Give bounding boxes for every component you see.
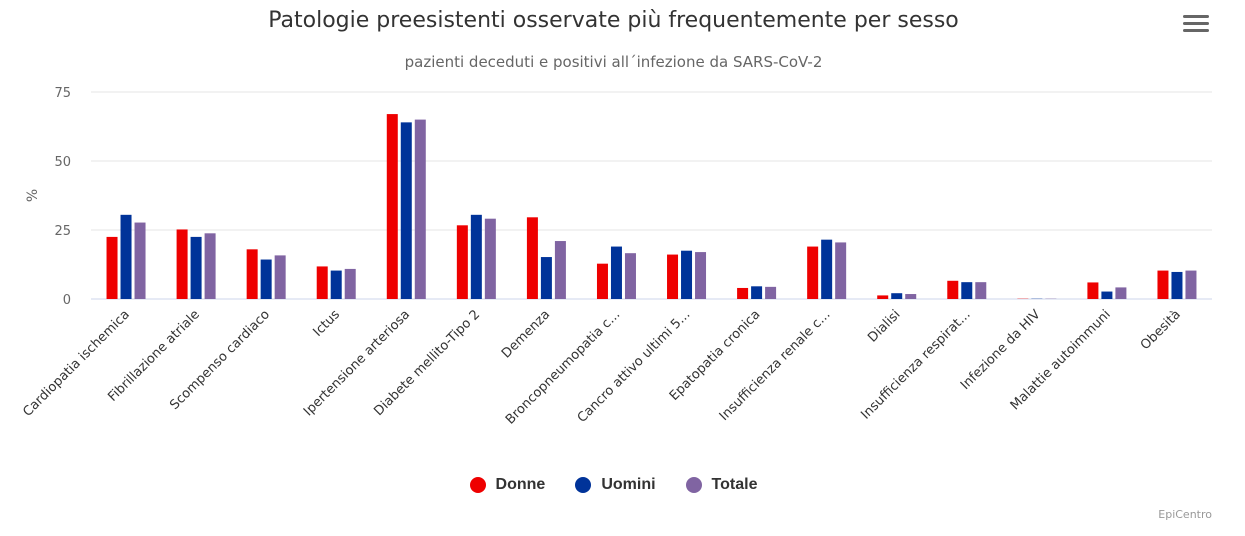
- bar-donne: [1087, 282, 1099, 299]
- bar-totale: [975, 282, 987, 299]
- y-tick-label: 0: [63, 293, 71, 308]
- bar-uomini: [120, 214, 132, 299]
- bar-totale: [765, 286, 777, 299]
- bar-uomini: [330, 270, 342, 299]
- chart-legend: Donne Uomini Totale: [0, 476, 1227, 494]
- bar-uomini: [1101, 291, 1113, 299]
- legend-label-uomini: Uomini: [601, 476, 656, 493]
- bar-totale: [835, 242, 847, 299]
- bar-donne: [596, 263, 608, 299]
- hamburger-menu-icon[interactable]: [1183, 15, 1209, 37]
- bar-donne: [526, 217, 538, 299]
- credits-link[interactable]: EpiCentro: [1158, 508, 1212, 521]
- legend-marker-totale: [685, 477, 702, 493]
- bar-donne: [807, 246, 819, 299]
- bar-uomini: [681, 250, 693, 299]
- bar-totale: [695, 252, 707, 299]
- menu-line: [1183, 22, 1209, 25]
- bar-uomini: [1171, 271, 1183, 299]
- bar-uomini: [751, 286, 763, 299]
- bar-uomini: [260, 259, 272, 299]
- bar-uomini: [821, 239, 833, 299]
- x-tick-label: Demenza: [499, 307, 553, 361]
- chart-title: Patologie preesistenti osservate più fre…: [268, 8, 959, 33]
- bar-donne: [667, 254, 679, 299]
- bar-donne: [106, 236, 118, 299]
- bar-donne: [947, 280, 959, 299]
- bar-uomini: [540, 257, 552, 299]
- x-tick-label: Dialisi: [865, 307, 903, 345]
- bar-uomini: [190, 236, 202, 299]
- bar-totale: [1185, 270, 1197, 299]
- x-tick-label: Obesità: [1138, 307, 1184, 353]
- bar-donne: [316, 266, 328, 299]
- bar-donne: [877, 295, 889, 299]
- bar-donne: [246, 249, 258, 299]
- bar-uomini: [610, 246, 622, 299]
- y-tick-label: 50: [54, 155, 71, 170]
- bar-donne: [456, 225, 468, 299]
- bar-uomini: [470, 214, 482, 299]
- menu-line: [1183, 29, 1209, 32]
- y-axis-title: %: [25, 189, 41, 202]
- x-tick-label: Broncopneumopatia c...: [503, 307, 623, 427]
- legend-item-totale[interactable]: Totale: [685, 476, 758, 494]
- legend-item-donne[interactable]: Donne: [469, 476, 546, 494]
- bar-totale: [414, 119, 426, 299]
- bar-donne: [386, 114, 398, 299]
- bar-totale: [204, 233, 216, 299]
- legend-label-totale: Totale: [711, 476, 758, 493]
- x-tick-label: Ictus: [310, 307, 343, 340]
- bar-totale: [274, 255, 286, 299]
- legend-marker-uomini: [575, 477, 592, 493]
- chart-subtitle: pazienti deceduti e positivi all´infezio…: [404, 53, 823, 71]
- bar-uomini: [891, 293, 903, 299]
- bar-totale: [134, 222, 146, 299]
- bar-donne: [1157, 270, 1169, 299]
- x-tick-label: Cancro attivo ultimi 5...: [575, 307, 694, 426]
- bar-donne: [737, 287, 749, 299]
- bar-totale: [624, 253, 636, 299]
- bar-totale: [1115, 287, 1127, 299]
- legend-item-uomini[interactable]: Uomini: [575, 476, 656, 494]
- bar-uomini: [400, 122, 412, 299]
- bar-totale: [554, 241, 566, 299]
- y-tick-label: 75: [54, 86, 71, 101]
- bar-uomini: [961, 282, 973, 299]
- legend-label-donne: Donne: [495, 476, 546, 493]
- bar-donne: [176, 229, 188, 299]
- legend-marker-donne: [469, 477, 486, 493]
- bar-totale: [484, 218, 496, 299]
- menu-line: [1183, 15, 1209, 18]
- y-tick-label: 25: [54, 224, 71, 239]
- bar-totale: [344, 268, 356, 299]
- bar-totale: [905, 294, 917, 299]
